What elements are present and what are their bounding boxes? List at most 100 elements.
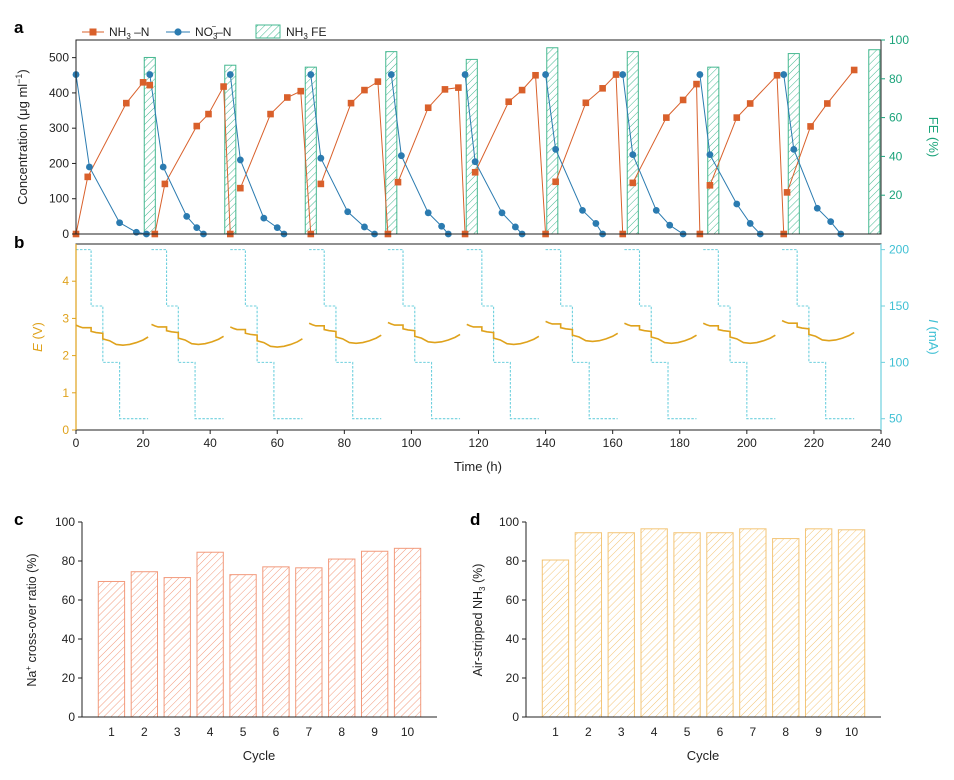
panel-a-chart: 0 100 200 300 400 500 20 40 60 80 100 Concentrati… xyxy=(14,22,941,241)
fe-bar-7 xyxy=(626,51,639,235)
nh3-point xyxy=(679,96,687,104)
bar-cycle-2 xyxy=(574,532,603,718)
no3-point xyxy=(397,152,405,160)
bar-cycle-10 xyxy=(837,529,866,718)
nh3-cycle-line-9 xyxy=(709,74,785,235)
nh3-point xyxy=(807,123,814,130)
no3-point xyxy=(387,71,395,78)
no3-point xyxy=(193,224,201,232)
tick-label: 80 xyxy=(62,554,76,568)
current-cycle-6 xyxy=(466,249,539,420)
tick-label: 9 xyxy=(815,725,822,739)
potential-cycle-9 xyxy=(702,322,776,345)
potential-cycle-2 xyxy=(151,323,224,346)
tick-label: 100 xyxy=(499,515,519,529)
bar-cycle-8 xyxy=(772,538,800,718)
tick-label: 1 xyxy=(108,725,115,739)
nh3-point xyxy=(612,71,620,78)
potential-cycle-3 xyxy=(229,326,303,348)
current-cycle-1 xyxy=(76,249,149,420)
tick-label: 60 xyxy=(62,593,76,607)
nh3-point xyxy=(518,86,526,94)
no3-point xyxy=(813,204,821,212)
no3-point xyxy=(159,163,167,171)
current-trace xyxy=(76,249,855,420)
legend-nh3-label: NH3 –N xyxy=(109,25,149,41)
nh3-point xyxy=(599,85,606,92)
tick-label: 2 xyxy=(585,725,592,739)
bar-cycle-4 xyxy=(640,528,668,718)
nh3-point xyxy=(663,114,670,121)
no3-point xyxy=(424,209,432,217)
no3-point xyxy=(260,214,268,222)
nh3-point xyxy=(123,99,130,107)
nh3-cycle-line-8 xyxy=(632,82,701,235)
panel-d-x-axis-label: Cycle xyxy=(687,748,720,763)
nh3-cycle-line-7 xyxy=(555,73,624,235)
bar-cycle-1 xyxy=(97,580,126,718)
panel-a-right-axis: 20 40 60 80 100 xyxy=(881,33,909,202)
tick-label: 2 xyxy=(62,349,69,363)
nh3-point xyxy=(84,173,92,181)
fe-bar-10 xyxy=(868,49,881,235)
concentration-points xyxy=(72,66,858,238)
tick-label: 7 xyxy=(306,725,313,739)
current-cycle-7 xyxy=(545,249,618,420)
tick-label: 40 xyxy=(889,149,903,163)
nh3-point xyxy=(471,168,479,176)
fe-bar-5 xyxy=(465,58,478,235)
nh3-point xyxy=(161,180,169,188)
tick-label: 1 xyxy=(62,386,69,400)
nh3-point xyxy=(733,114,741,121)
no3-point xyxy=(317,154,325,162)
nh3-cycle-line-5 xyxy=(397,87,466,235)
panel-a-left-axis-label: Concentration (μg ml−1) xyxy=(14,69,30,205)
panel-d-chart: 0 20 40 60 80 100 1 2 3 4 5 6 7 8 9 10 Cycle Air-strip… xyxy=(471,515,881,763)
nh3-point xyxy=(193,122,201,130)
no3-point xyxy=(552,145,560,153)
bar-cycle-10 xyxy=(393,547,422,718)
current-cycle-2 xyxy=(151,249,224,420)
bar-cycle-7 xyxy=(295,567,323,718)
crossover-bars xyxy=(97,547,422,718)
nh3-point xyxy=(706,182,714,189)
legend-fe-hatch-icon xyxy=(255,24,281,39)
tick-label: 100 xyxy=(55,515,75,529)
nh3-point xyxy=(532,71,539,79)
legend-item-nh3-n: NH3 –N xyxy=(82,25,149,41)
current-cycle-5 xyxy=(387,249,461,420)
panel-b-right-axis-label: I (mA) xyxy=(926,319,941,354)
nh3-point xyxy=(361,86,368,94)
nh3-point xyxy=(205,110,212,118)
no3-cycle-line-2 xyxy=(149,74,204,235)
potential-cycle-4 xyxy=(308,322,382,345)
tick-label: 100 xyxy=(49,192,69,206)
no3-point xyxy=(629,151,637,159)
bar-cycle-5 xyxy=(673,532,701,718)
nh3-point xyxy=(267,110,274,118)
nh3-cycle-line-10 xyxy=(786,69,855,193)
no3-cycle-line-4 xyxy=(310,74,375,235)
nh3-cycle-line-4 xyxy=(320,80,389,235)
potential-cycle-10 xyxy=(781,319,855,342)
nh3-point xyxy=(505,98,512,106)
legend-no3-circle-icon xyxy=(174,28,182,36)
tick-label: 0 xyxy=(68,710,75,724)
no3-point xyxy=(498,209,506,217)
no3-point xyxy=(666,221,674,229)
nh3-point xyxy=(824,100,831,107)
nh3-point xyxy=(455,84,462,91)
tick-label: 80 xyxy=(889,72,903,86)
bar-cycle-7 xyxy=(739,528,767,718)
tick-label: 20 xyxy=(62,671,76,685)
no3-cycle-line-3 xyxy=(229,74,285,235)
no3-point xyxy=(619,71,627,78)
panel-b-x-axis-label: Time (h) xyxy=(454,459,502,474)
panel-label-c: c xyxy=(14,510,23,529)
panel-b-x-axis: 0 20 40 60 80 100 120 140 160 180 200 220 240 xyxy=(73,430,891,450)
nh3-point xyxy=(394,178,402,186)
panel-a-right-axis-label: FE (%) xyxy=(926,117,941,157)
bar-cycle-6 xyxy=(262,566,290,718)
panel-label-d: d xyxy=(470,510,480,529)
bar-cycle-2 xyxy=(130,571,159,718)
